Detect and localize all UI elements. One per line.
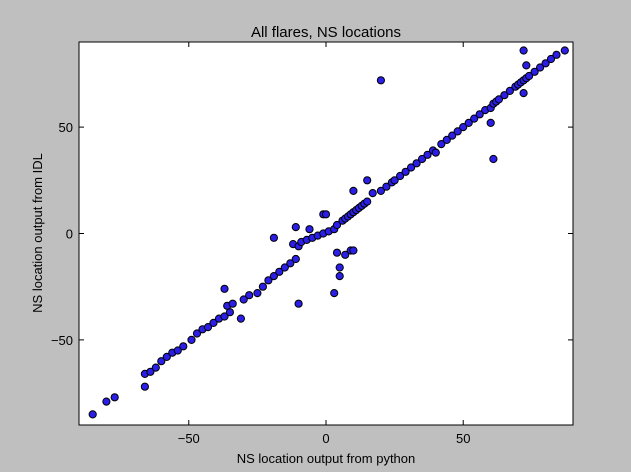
data-point <box>209 318 218 327</box>
data-point <box>475 110 484 119</box>
data-point <box>560 46 569 55</box>
data-point <box>173 346 182 355</box>
data-point <box>546 54 556 64</box>
data-point <box>294 299 303 308</box>
y-tick-label: 50 <box>59 120 73 135</box>
chart-title: All flares, NS locations <box>251 24 401 41</box>
data-point <box>269 272 278 281</box>
axis-ticks: −50 0 50 −50 0 50 <box>51 42 573 446</box>
data-point <box>321 210 331 219</box>
data-point <box>275 267 284 276</box>
data-point <box>423 150 432 159</box>
data-point <box>500 91 509 100</box>
data-point <box>253 289 262 298</box>
data-point <box>525 71 534 81</box>
y-axis-label: NS location output from IDL <box>30 153 45 313</box>
data-point <box>464 118 473 128</box>
data-point <box>88 410 97 419</box>
data-point <box>332 248 342 257</box>
data-point <box>349 246 358 255</box>
data-point <box>505 86 514 96</box>
data-point <box>368 189 377 198</box>
data-point <box>494 95 503 104</box>
data-point <box>330 289 339 298</box>
data-point <box>146 367 155 376</box>
data-point <box>407 163 416 172</box>
data-point <box>140 382 149 391</box>
data-point <box>349 186 358 195</box>
data-point <box>179 342 188 351</box>
data-point <box>335 272 344 281</box>
data-point <box>401 167 410 176</box>
data-point <box>151 363 160 372</box>
data-point <box>470 114 479 123</box>
data-point <box>335 263 344 272</box>
data-point <box>157 357 166 366</box>
data-point <box>258 282 267 291</box>
data-points <box>88 46 569 419</box>
data-point <box>286 259 295 268</box>
data-point <box>102 397 111 406</box>
data-point <box>363 176 372 185</box>
data-point <box>448 131 457 140</box>
data-point <box>536 63 545 72</box>
data-point <box>110 393 119 402</box>
data-point <box>291 254 300 264</box>
data-point <box>236 314 245 323</box>
x-axis-label: NS location output from python <box>237 451 416 466</box>
data-point <box>162 352 171 361</box>
data-point <box>552 50 561 59</box>
data-point <box>382 182 391 191</box>
data-point <box>264 276 273 285</box>
data-point <box>220 312 229 321</box>
data-point <box>530 67 539 76</box>
data-point <box>239 295 248 304</box>
data-point <box>280 263 289 272</box>
y-tick-label: −50 <box>51 333 73 348</box>
data-point <box>453 127 462 136</box>
x-tick-label: 50 <box>456 431 470 446</box>
data-point <box>203 323 213 332</box>
data-point <box>192 329 202 338</box>
data-point <box>376 76 385 85</box>
data-point <box>396 171 405 181</box>
data-point <box>519 46 528 55</box>
data-point <box>459 123 468 132</box>
data-point <box>442 135 451 144</box>
data-point <box>431 148 440 157</box>
data-point <box>522 61 531 70</box>
data-point <box>541 59 550 68</box>
data-point <box>220 284 229 293</box>
data-point <box>390 176 399 185</box>
data-point <box>187 335 196 344</box>
data-point <box>305 225 314 234</box>
data-point <box>486 118 495 128</box>
data-point <box>363 197 372 206</box>
data-point <box>412 159 421 168</box>
x-tick-label: −50 <box>178 431 200 446</box>
x-tick-label: 0 <box>322 431 329 446</box>
data-point <box>228 299 237 308</box>
data-point <box>332 220 342 230</box>
data-point <box>341 250 350 259</box>
y-tick-label: 0 <box>66 227 73 242</box>
data-point <box>519 89 528 98</box>
data-point <box>269 233 278 242</box>
data-point <box>376 186 385 195</box>
data-point <box>291 223 300 232</box>
data-point <box>489 154 498 164</box>
data-point <box>418 154 427 164</box>
data-point <box>245 291 254 300</box>
data-point <box>437 140 446 149</box>
